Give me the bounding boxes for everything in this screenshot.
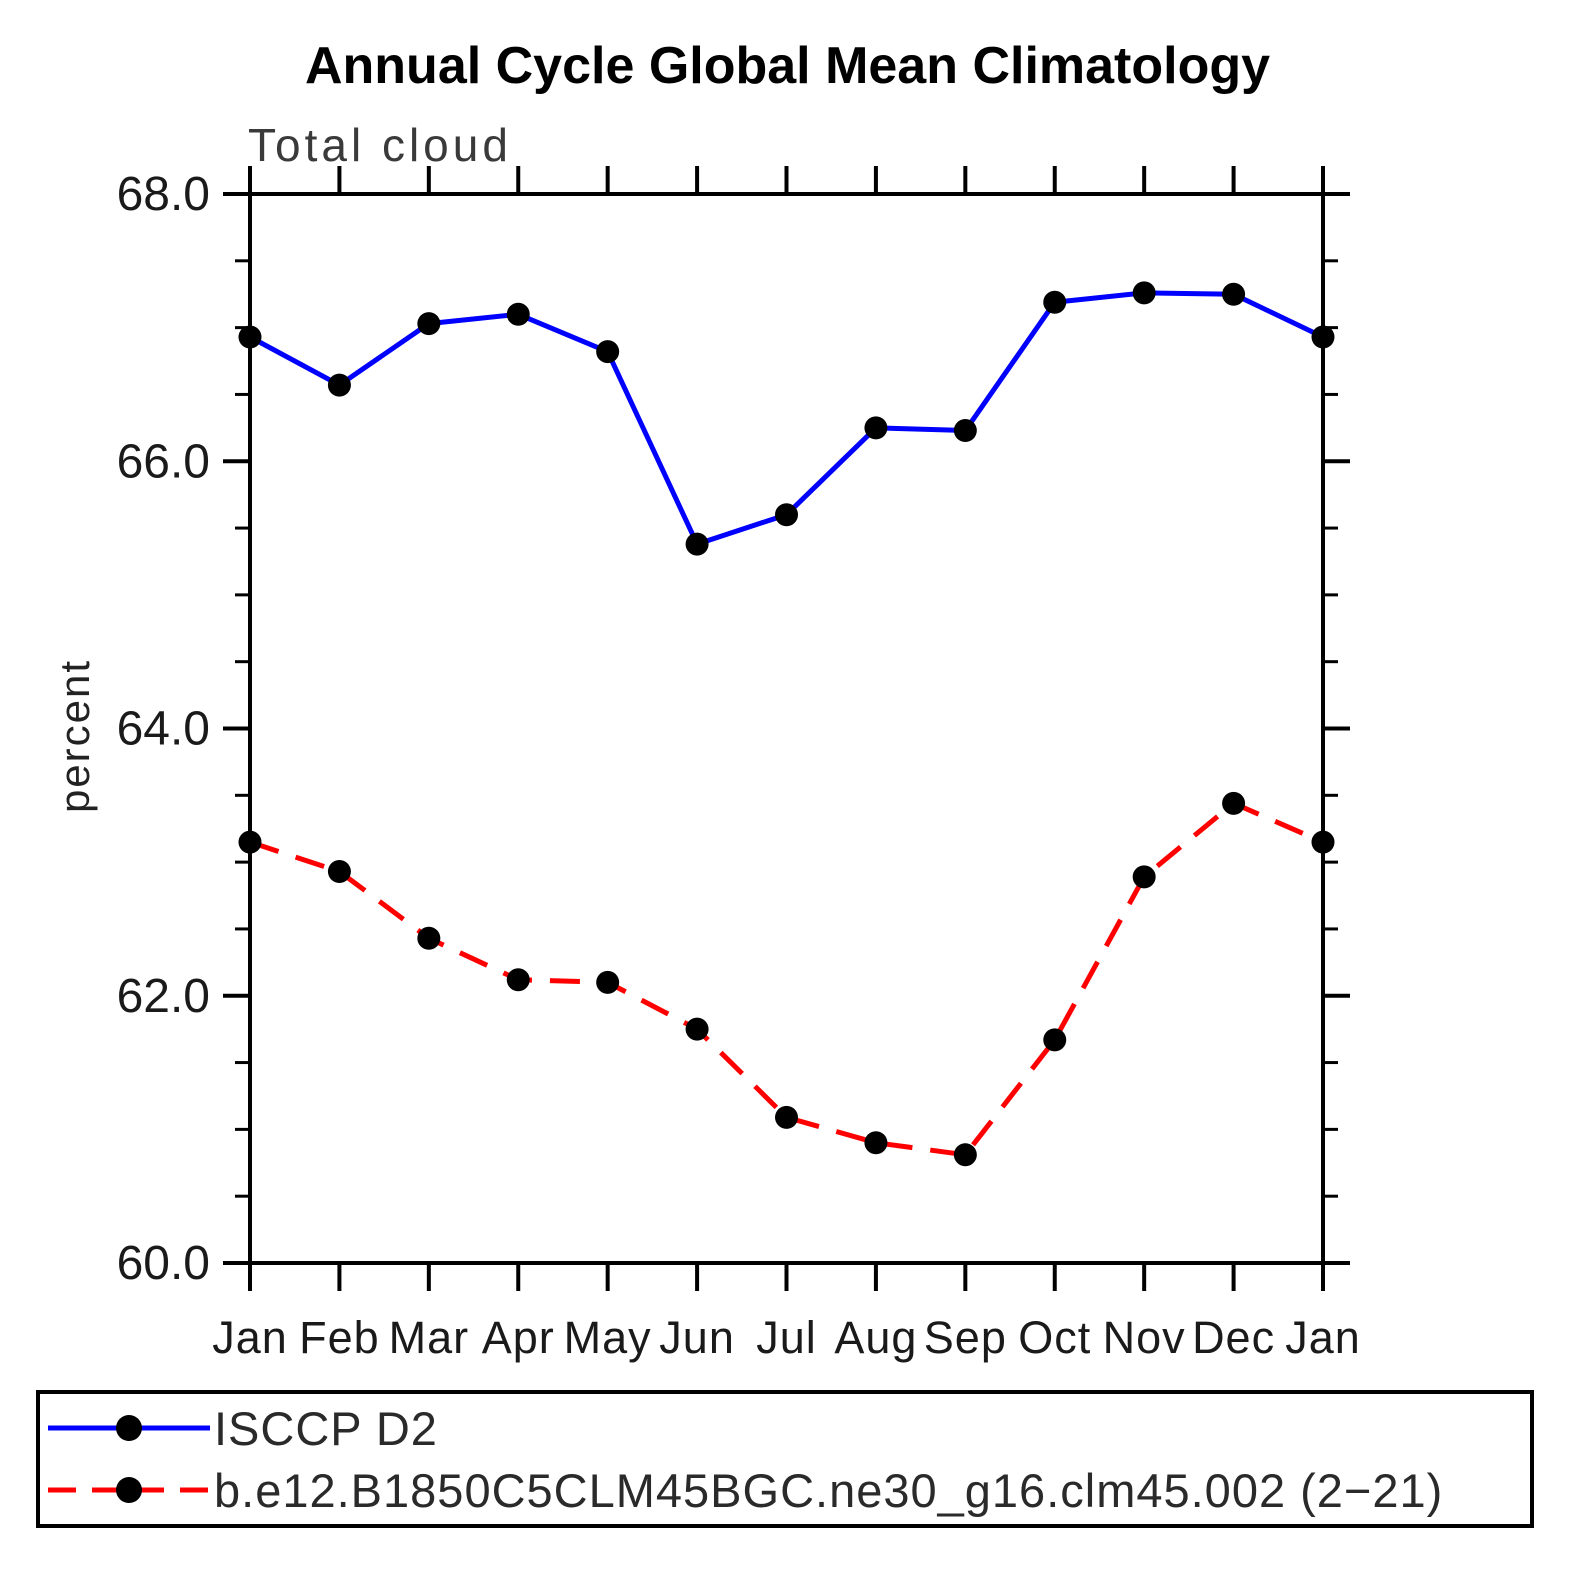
legend-line-sample-dashed — [48, 1477, 210, 1503]
series-line-1 — [249, 800, 1324, 1158]
legend-box: ISCCP D2 b.e12.B1850C5CLM45BGC.ne30_g16.… — [36, 1390, 1534, 1528]
data-point — [953, 1143, 977, 1167]
chart-title: Annual Cycle Global Mean Climatology — [304, 37, 1271, 95]
data-point — [327, 373, 351, 397]
x-tick-label: Sep — [924, 1312, 1007, 1363]
x-tick-label: Jul — [756, 1312, 817, 1363]
x-tick-label: Feb — [299, 1312, 380, 1363]
legend-label-isccp: ISCCP D2 — [214, 1401, 438, 1455]
data-point — [1222, 791, 1246, 815]
data-point — [953, 419, 977, 443]
data-point — [864, 416, 888, 440]
data-point — [864, 1131, 888, 1155]
x-tick-label: Apr — [482, 1312, 555, 1363]
data-point — [238, 830, 262, 854]
data-point — [596, 970, 620, 994]
y-tick-label: 66.0 — [117, 435, 210, 488]
x-tick-label: Jan — [212, 1312, 288, 1363]
x-tick-label: Dec — [1192, 1312, 1275, 1363]
x-tick-label: Jan — [1285, 1312, 1361, 1363]
legend-item-isccp: ISCCP D2 — [44, 1401, 438, 1455]
data-point — [1222, 282, 1246, 306]
x-tick-label: Nov — [1103, 1312, 1186, 1363]
x-tick-label: Oct — [1018, 1312, 1091, 1363]
y-tick-label: 68.0 — [117, 168, 210, 221]
data-point — [1043, 290, 1067, 314]
data-point — [596, 340, 620, 364]
legend-label-model: b.e12.B1850C5CLM45BGC.ne30_g16.clm45.002… — [214, 1463, 1444, 1517]
data-point — [417, 926, 441, 950]
plot-frame — [248, 192, 1325, 1265]
data-point — [1311, 325, 1335, 349]
y-tick-label: 62.0 — [117, 970, 210, 1023]
data-point — [1132, 865, 1156, 889]
data-point — [506, 968, 530, 992]
legend-line-sample-solid — [48, 1415, 210, 1441]
data-point — [506, 302, 530, 326]
data-point — [1043, 1028, 1067, 1052]
legend-item-model: b.e12.B1850C5CLM45BGC.ne30_g16.clm45.002… — [44, 1463, 1444, 1517]
y-tick-label: 64.0 — [117, 703, 210, 756]
legend-marker-dot — [116, 1415, 142, 1441]
data-point — [775, 1105, 798, 1129]
data-point — [417, 312, 441, 336]
data-point — [685, 1017, 709, 1041]
chart-subtitle: Total cloud — [248, 119, 512, 171]
x-tick-label: Jun — [659, 1312, 735, 1363]
data-point — [775, 503, 798, 527]
data-point — [327, 859, 351, 883]
data-point — [685, 532, 709, 556]
data-point — [238, 325, 262, 349]
data-point — [1311, 830, 1335, 854]
y-tick-label: 60.0 — [117, 1237, 210, 1290]
x-tick-label: May — [564, 1312, 652, 1363]
data-point — [1132, 281, 1156, 305]
x-tick-label: Aug — [834, 1312, 917, 1363]
x-tick-label: Mar — [389, 1312, 470, 1363]
legend-marker-dot — [116, 1477, 142, 1503]
